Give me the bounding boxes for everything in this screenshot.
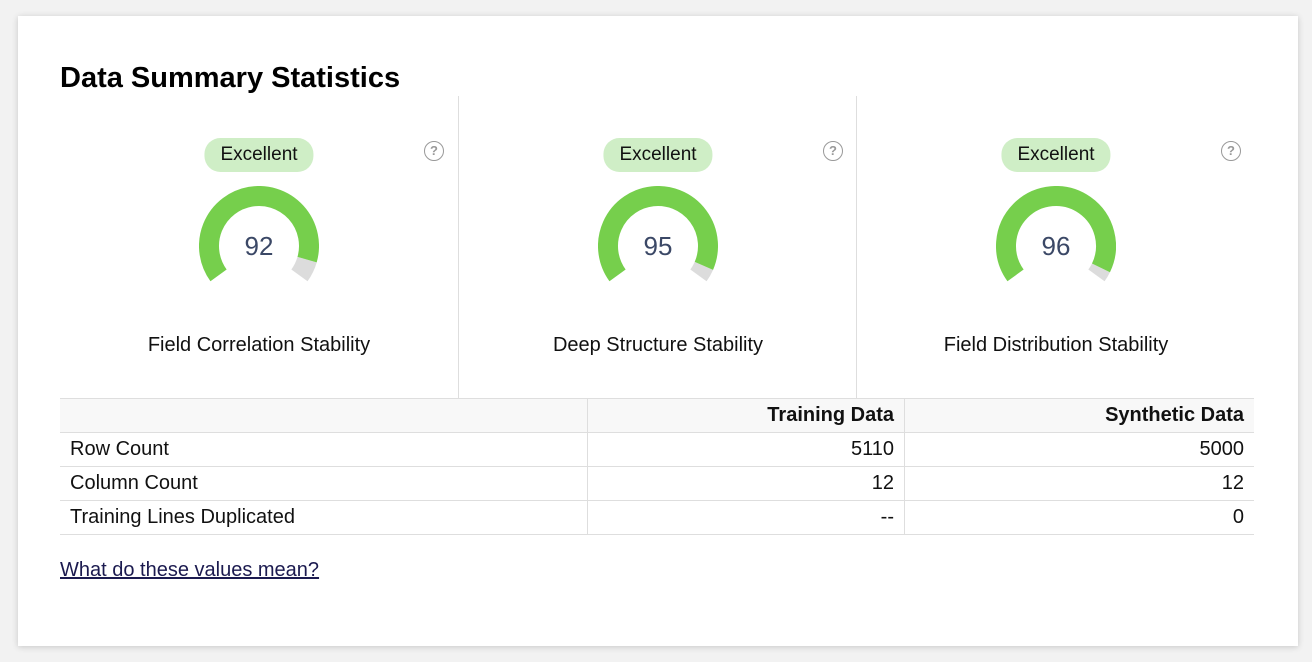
help-icon[interactable]: ?: [823, 141, 843, 161]
gauge-track: [1088, 263, 1110, 282]
gauge-value: [996, 186, 1116, 282]
metric-column: Excellent? 96 Field Distribution Stability: [856, 96, 1255, 398]
gauge-value: [598, 186, 718, 282]
header-cell: [60, 398, 588, 433]
gauge-value: [199, 186, 319, 282]
value-cell: 0: [904, 500, 1254, 535]
metric-label: Deep Structure Stability: [552, 334, 764, 356]
gauge: 96: [996, 186, 1116, 282]
help-link[interactable]: What do these values mean?: [60, 559, 320, 581]
gauge-score: 96: [1042, 231, 1071, 261]
header-cell: Synthetic Data: [904, 398, 1254, 433]
metric-label: Field Correlation Stability: [147, 334, 371, 356]
metric-column: Excellent? 92 Field Correlation Stability: [60, 96, 458, 398]
gauge-score: 92: [245, 231, 274, 261]
table-row: Column Count 12 12: [60, 466, 1254, 501]
gauge-score: 95: [644, 231, 673, 261]
value-cell: 5110: [587, 432, 905, 467]
row-label: Column Count: [60, 466, 588, 501]
table-row: Training Lines Duplicated -- 0: [60, 500, 1254, 535]
value-cell: 5000: [904, 432, 1254, 467]
help-icon[interactable]: ?: [1221, 141, 1241, 161]
gauge-track: [291, 256, 317, 282]
row-label: Row Count: [60, 432, 588, 467]
help-icon[interactable]: ?: [424, 141, 444, 161]
gauge-track: [690, 261, 714, 282]
metric-label: Field Distribution Stability: [943, 334, 1169, 356]
value-cell: --: [587, 500, 905, 535]
value-cell: 12: [904, 466, 1254, 501]
gauge: 95: [598, 186, 718, 282]
rating-badge: Excellent: [603, 138, 713, 172]
value-cell: 12: [587, 466, 905, 501]
table-row: Row Count 5110 5000: [60, 432, 1254, 467]
gauge: 92: [199, 186, 319, 282]
title: Data Summary Statistics: [60, 62, 401, 94]
metric-column: Excellent? 95 Deep Structure Stability: [458, 96, 857, 398]
rating-badge: Excellent: [204, 138, 314, 172]
header-cell: Training Data: [587, 398, 905, 433]
summary-card: Data Summary Statistics Excellent? 92 Fiel…: [18, 16, 1298, 646]
row-label: Training Lines Duplicated: [60, 500, 588, 535]
rating-badge: Excellent: [1001, 138, 1111, 172]
stats-table: Training Data Synthetic Data Row Count 5110…: [60, 398, 1254, 535]
